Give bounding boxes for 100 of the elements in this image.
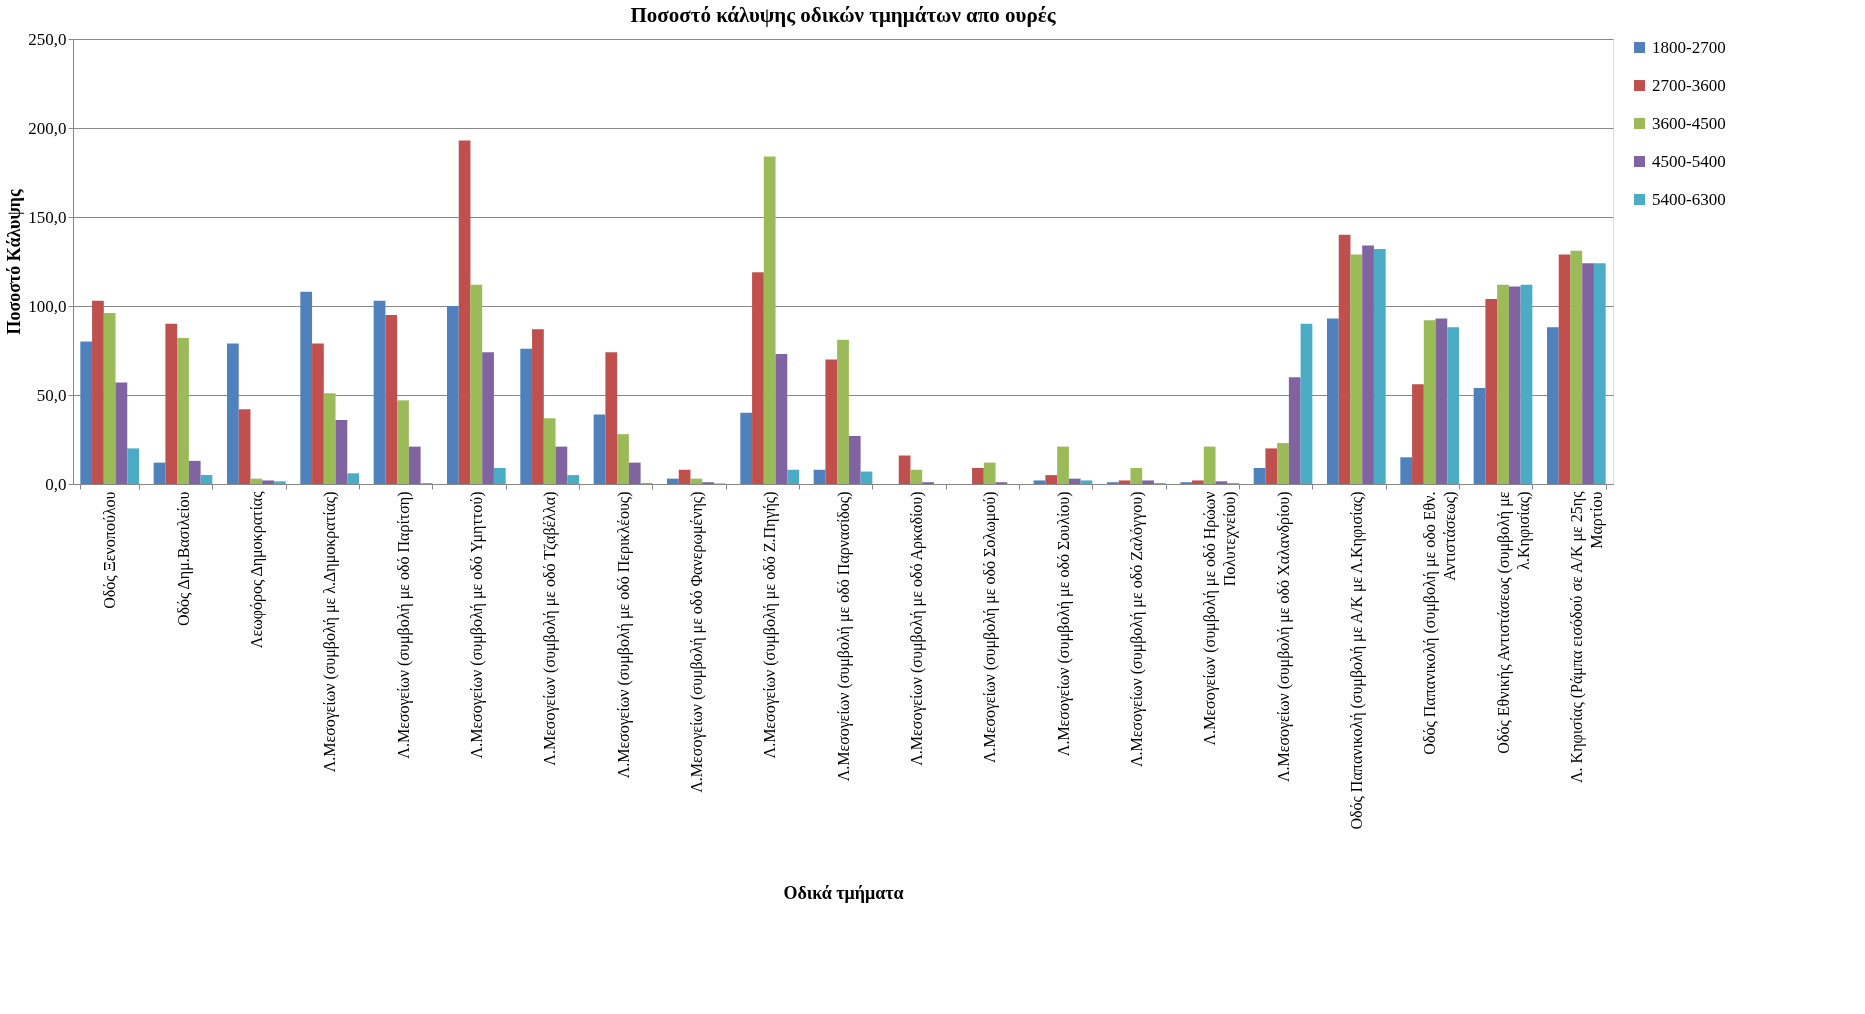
bar (1130, 467, 1143, 484)
bar (115, 382, 128, 484)
bar (1447, 327, 1459, 484)
bar (1485, 298, 1498, 484)
bar (555, 446, 568, 484)
bar (690, 478, 703, 484)
bar (323, 393, 336, 484)
bar (1033, 480, 1046, 484)
bar (1253, 467, 1266, 484)
x-tick-label: Λ.Μεσογείων (συμβολή με οδό Παρίτση) (394, 491, 413, 759)
x-tick-label: Οδός Παπανικολή (συμβολή με οδο Εθν. Αντιστάσεως) (1421, 491, 1460, 755)
x-tick-label: Λ.Μεσογείων (συμβολή με οδό Ηρώων Πολυτεχνείου) (1201, 491, 1240, 746)
bar (1593, 263, 1606, 484)
bar (493, 467, 506, 484)
legend-label: 2700-3600 (1652, 75, 1726, 95)
bar (262, 480, 274, 484)
bar (1057, 446, 1069, 484)
bar (910, 469, 923, 484)
bar (628, 462, 641, 484)
bar (1423, 320, 1436, 484)
bar (825, 359, 838, 484)
bar (347, 473, 359, 484)
bar (605, 352, 618, 484)
bar (1570, 250, 1583, 484)
bar (408, 446, 421, 484)
bar (312, 343, 324, 484)
bar (1508, 286, 1521, 484)
bar (837, 339, 849, 484)
bar (983, 462, 996, 484)
bar (972, 467, 984, 484)
x-tick-label: Λ.Μεσογείων (συμβολή με οδό Σολωμού) (981, 491, 1000, 764)
bar (1558, 254, 1571, 484)
bar (200, 475, 213, 484)
x-tick-label: Λ.Μεσογείων (συμβολή με οδό Ζ.Πηγής) (761, 491, 780, 759)
bar (532, 329, 544, 484)
bar (227, 343, 239, 484)
bar (153, 462, 166, 484)
bar (740, 412, 753, 484)
bar (567, 475, 579, 484)
bar (1373, 249, 1386, 484)
bar (1203, 446, 1216, 484)
x-tick-label: Οδός Παπανικολή (συμβολή με Α/Κ με Λ.Κηφισίας) (1347, 491, 1366, 830)
y-tick-label: 100,0 (28, 296, 67, 316)
legend-label: 4500-5400 (1652, 151, 1726, 171)
bar (1080, 480, 1093, 484)
bar (1068, 478, 1081, 484)
bar (617, 434, 629, 484)
bar (1338, 234, 1351, 484)
bar (667, 478, 679, 484)
bar (397, 400, 409, 484)
y-tick-label: 200,0 (28, 118, 67, 138)
bar (250, 478, 263, 484)
x-tick-label: Λ.Μεσογείων (συμβολή με οδό Παρνασίδος) (834, 491, 853, 782)
x-tick-label: Λ.Μεσογείων (συμβολή με οδό Περικλέους) (614, 491, 633, 779)
x-tick-label: Λεωφόρος Δημοκρατίας (247, 490, 266, 649)
bar (1362, 245, 1374, 484)
bar (1497, 284, 1509, 484)
bar (92, 300, 104, 484)
bar (1288, 377, 1301, 484)
bar (1520, 284, 1533, 484)
bar (1400, 457, 1413, 484)
y-tick-label: 150,0 (28, 207, 67, 227)
bar (1142, 480, 1154, 484)
bar (1327, 318, 1339, 484)
bar (543, 418, 556, 484)
bar (775, 354, 788, 484)
bar (520, 348, 533, 484)
x-tick-label: Λ.Μεσογείων (συμβολή με λ.Δημοκρατίας) (321, 491, 340, 773)
x-tick-label: Οδός Εθνικής Αντιστάσεως (συμβολή με λ.Κηφισίας) (1494, 491, 1533, 754)
bar (482, 352, 494, 484)
bar (1582, 263, 1594, 484)
bar (1547, 327, 1559, 484)
bar (238, 409, 251, 484)
bar (1473, 387, 1486, 484)
legend-label: 1800-2700 (1652, 37, 1726, 57)
x-tick-label: Οδός Ξενοπούλου (101, 491, 119, 609)
bar (1265, 448, 1278, 484)
bar (188, 460, 201, 484)
bar (80, 341, 93, 484)
bar (127, 448, 139, 484)
bar (763, 156, 776, 484)
bar (848, 435, 861, 484)
bar (300, 291, 313, 484)
bar (1045, 475, 1058, 484)
chart-title: Ποσοστό κάλυψης οδικών τμημάτων απο ουρές (630, 3, 1057, 27)
bar (385, 314, 398, 484)
x-tick-label: Λ.Μεσογείων (συμβολή με οδό Σουλίου) (1054, 491, 1073, 757)
bar (1412, 384, 1424, 484)
y-axis-title: Ποσοστό Κάλυψης (4, 188, 25, 335)
bar (813, 469, 826, 484)
bar (1435, 318, 1448, 484)
bar (177, 338, 189, 484)
x-tick-label: Λ.Μεσογείων (συμβολή με οδό Φανερωμένης) (687, 491, 706, 793)
bar (1192, 480, 1204, 484)
bar (678, 469, 691, 484)
bar (1118, 480, 1131, 484)
x-axis-title: Οδικά τμήματα (783, 882, 904, 903)
bar (458, 140, 471, 484)
bar (1277, 443, 1289, 484)
bar (860, 471, 873, 484)
